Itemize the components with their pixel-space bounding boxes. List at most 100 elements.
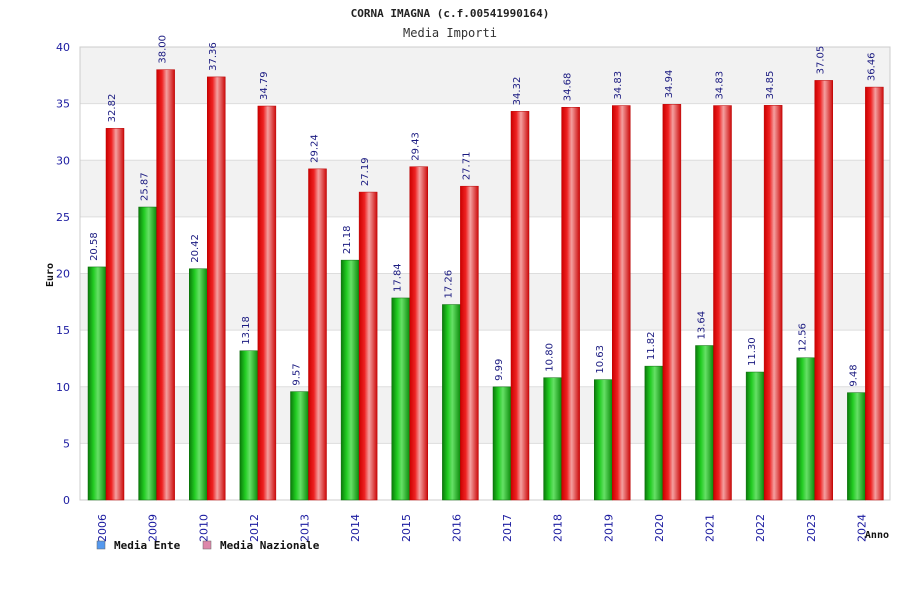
y-axis-ticks: 0 5 10 15 20 25 30 35 40 — [56, 41, 70, 507]
bar-media-nazionale-2015 — [409, 166, 428, 501]
data-label-media-nazionale-2024: 36.46 — [866, 52, 877, 81]
data-label-media-ente-2012: 13.18 — [241, 316, 252, 345]
bar-media-nazionale-2019 — [612, 105, 631, 501]
y-tick-label: 25 — [56, 211, 70, 224]
bar-media-ente-2020 — [644, 365, 664, 501]
bar-media-ente-2022 — [745, 371, 765, 501]
bar-media-ente-2013 — [290, 391, 309, 501]
bars — [87, 69, 884, 501]
data-label-media-ente-2021: 13.64 — [697, 311, 708, 340]
bar-media-nazionale-2017 — [510, 111, 530, 501]
x-tick-label: 2013 — [299, 514, 312, 542]
y-tick-label: 10 — [56, 381, 70, 394]
data-label-media-nazionale-2016: 27.71 — [461, 152, 472, 181]
plot-frame — [79, 46, 891, 501]
y-tick-label: 5 — [63, 437, 70, 450]
x-tick-label: 2012 — [248, 514, 261, 542]
y-tick-label: 35 — [56, 98, 70, 111]
bar-media-nazionale-2018 — [561, 106, 580, 501]
data-label-media-nazionale-2017: 34.32 — [512, 77, 523, 106]
x-tick-label: 2014 — [349, 514, 362, 542]
data-label-media-ente-2022: 11.30 — [747, 337, 758, 366]
data-label-media-nazionale-2006: 32.82 — [107, 94, 118, 123]
bar-media-ente-2024 — [847, 392, 866, 501]
data-label-media-nazionale-2012: 34.79 — [259, 71, 270, 100]
data-label-media-ente-2013: 9.57 — [292, 363, 303, 385]
data-label-media-nazionale-2020: 34.94 — [664, 70, 675, 99]
bar-media-nazionale-2022 — [763, 105, 783, 501]
y-tick-label: 0 — [63, 494, 70, 507]
data-label-media-nazionale-2019: 34.83 — [613, 71, 624, 100]
data-label-media-ente-2019: 10.63 — [595, 345, 606, 374]
data-label-media-ente-2015: 17.84 — [393, 263, 404, 292]
data-label-media-ente-2006: 20.58 — [89, 232, 100, 261]
data-label-media-ente-2016: 17.26 — [443, 270, 454, 299]
bar-media-nazionale-2024 — [865, 86, 884, 501]
y-tick-label: 15 — [56, 324, 70, 337]
y-tick-label: 40 — [56, 41, 70, 54]
data-label-media-ente-2014: 21.18 — [342, 225, 353, 254]
bar-media-nazionale-2020 — [662, 104, 682, 501]
bar-media-ente-2010 — [189, 268, 208, 501]
data-label-media-ente-2023: 12.56 — [798, 323, 809, 352]
data-label-media-nazionale-2022: 34.85 — [765, 71, 776, 100]
chart-subtitle: Media Importi — [403, 26, 497, 40]
bar-media-ente-2014 — [340, 259, 360, 501]
bar-media-ente-2009 — [138, 206, 157, 501]
data-label-media-ente-2020: 11.82 — [646, 331, 657, 360]
bar-media-nazionale-2023 — [814, 80, 833, 501]
bar-media-nazionale-2014 — [358, 191, 378, 501]
bar-media-ente-2023 — [796, 357, 815, 501]
data-label-media-ente-2024: 9.48 — [848, 364, 859, 386]
bar-media-ente-2006 — [87, 266, 107, 501]
y-tick-label: 20 — [56, 268, 70, 281]
y-tick-label: 30 — [56, 154, 70, 167]
data-label-media-nazionale-2010: 37.36 — [208, 42, 219, 71]
x-tick-label: 2022 — [754, 514, 767, 542]
x-tick-label: 2017 — [501, 514, 514, 542]
data-label-media-nazionale-2023: 37.05 — [816, 46, 827, 75]
bar-media-ente-2017 — [492, 386, 512, 501]
legend-swatch-media-ente — [96, 540, 106, 550]
bar-media-nazionale-2013 — [308, 168, 327, 501]
x-tick-label: 2020 — [653, 514, 666, 542]
chart-title: CORNA IMAGNA (c.f.00541990164) — [351, 7, 550, 20]
legend: Media Ente Media Nazionale — [96, 539, 320, 552]
x-tick-label: 2018 — [552, 514, 565, 542]
bar-media-nazionale-2012 — [257, 105, 277, 501]
data-label-media-ente-2010: 20.42 — [190, 234, 201, 263]
legend-label-media-ente: Media Ente — [114, 539, 181, 552]
x-tick-label: 2019 — [602, 514, 615, 542]
bar-media-ente-2019 — [594, 379, 613, 501]
data-label-media-ente-2009: 25.87 — [140, 172, 151, 201]
y-axis-label: Euro — [45, 263, 56, 287]
legend-label-media-nazionale: Media Nazionale — [220, 539, 320, 552]
x-tick-label: 2006 — [96, 514, 109, 542]
x-tick-label: 2009 — [147, 514, 160, 542]
data-label-media-nazionale-2021: 34.83 — [715, 71, 726, 100]
data-label-media-nazionale-2014: 27.19 — [360, 157, 371, 186]
data-label-media-nazionale-2013: 29.24 — [310, 134, 321, 163]
bar-media-ente-2012 — [239, 350, 259, 501]
x-tick-label: 2021 — [704, 514, 717, 542]
bar-media-ente-2016 — [442, 304, 461, 501]
bar-media-ente-2015 — [391, 297, 410, 501]
bar-media-nazionale-2006 — [105, 128, 125, 501]
data-labels: 20.58 32.82 25.87 38.00 20.42 37.36 13.18 34.79… — [89, 35, 877, 387]
x-tick-label: 2015 — [400, 514, 413, 542]
bar-media-nazionale-2009 — [156, 69, 175, 501]
x-tick-label: 2016 — [450, 514, 463, 542]
x-tick-label: 2023 — [805, 514, 818, 542]
x-axis-label: Anno — [865, 530, 889, 541]
data-label-media-nazionale-2018: 34.68 — [563, 73, 574, 102]
data-label-media-ente-2017: 9.99 — [494, 359, 505, 381]
bar-media-ente-2021 — [695, 345, 714, 501]
data-label-media-ente-2018: 10.80 — [545, 343, 556, 372]
bar-media-nazionale-2010 — [207, 76, 226, 501]
x-tick-label: 2010 — [197, 514, 210, 542]
legend-swatch-media-nazionale — [202, 540, 212, 550]
bar-media-nazionale-2021 — [713, 105, 732, 501]
bar-media-nazionale-2016 — [460, 185, 479, 501]
x-tick-label: 2024 — [855, 514, 868, 542]
